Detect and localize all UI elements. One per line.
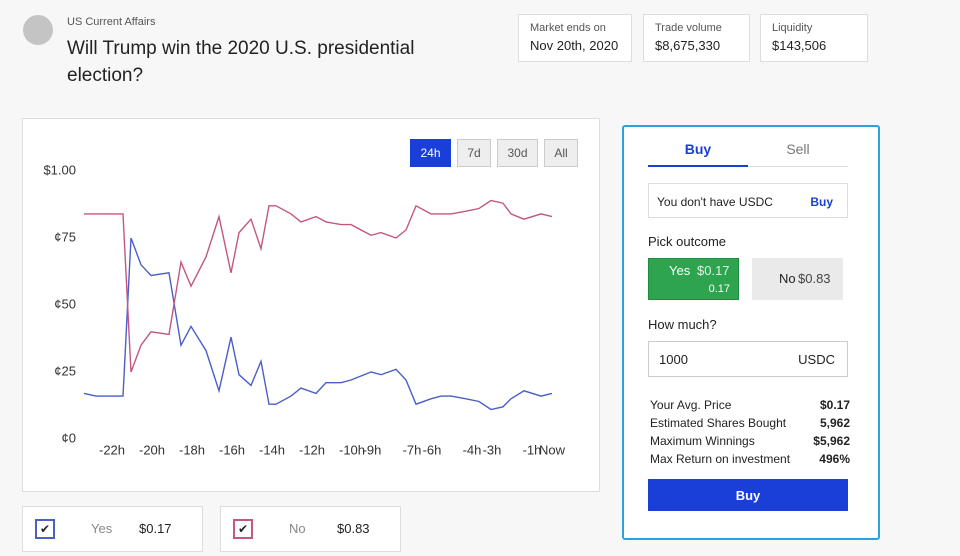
- stat-box: Liquidity $143,506: [760, 14, 868, 62]
- y-tick-label: ¢0: [62, 430, 76, 445]
- x-tick-label: -7h: [403, 442, 422, 457]
- notice: You don't have USDC: [657, 195, 773, 209]
- amount: 1000: [659, 352, 688, 367]
- amount-input[interactable]: 1000 USDC: [648, 341, 848, 377]
- legend-price: $0.17: [139, 521, 172, 536]
- notice-box: You don't have USDC Buy: [648, 183, 848, 218]
- y-tick-label: ¢75: [54, 229, 76, 244]
- no-name: No: [779, 271, 796, 286]
- summary-row: Estimated Shares Bought 5,962: [650, 416, 850, 430]
- summary-value: $0.17: [819, 398, 850, 412]
- x-tick-label: -20h: [139, 442, 165, 457]
- stat-box: Trade volume $8,675,330: [643, 14, 750, 62]
- x-tick-label: -9h: [363, 442, 382, 457]
- summary-row: Maximum Winnings $5,962: [650, 434, 850, 448]
- series-line: [83, 237, 553, 411]
- legend-name: Yes: [91, 521, 113, 536]
- range-button[interactable]: 24h: [410, 139, 451, 167]
- summary-label: Your Avg. Price: [650, 398, 732, 412]
- y-tick-label: $1.00: [43, 162, 76, 177]
- summary-row: Your Avg. Price $0.17: [650, 398, 850, 412]
- outcome-yes[interactable]: Yes $0.17 0.17: [648, 258, 739, 300]
- tab-underline: [648, 166, 848, 167]
- x-tick-label: -22h: [99, 442, 125, 457]
- x-tick-label: -16h: [219, 442, 245, 457]
- tab-buy[interactable]: Buy: [684, 141, 712, 157]
- yes-sub: 0.17: [708, 283, 730, 295]
- yes-name: Yes: [669, 263, 691, 278]
- notice-action[interactable]: Buy: [810, 195, 833, 209]
- summary-value: 5,962: [819, 416, 850, 430]
- x-tick-label: -18h: [179, 442, 205, 457]
- chart-panel: ¢0 ¢25 ¢50 ¢75 $1.00 -22h -20h -18h -16h -14h -12h…: [22, 118, 600, 492]
- summary-label: Max Return on investment: [650, 452, 791, 466]
- x-tick-label: -10h: [339, 442, 365, 457]
- legend-item[interactable]: ✔ No $0.83: [220, 506, 401, 552]
- x-tick-label: Now: [539, 442, 566, 457]
- range-button[interactable]: All: [544, 139, 578, 167]
- x-tick-label: -1h: [523, 442, 542, 457]
- stat-label: Trade volume: [655, 22, 722, 34]
- legend-check: ✔: [35, 519, 55, 539]
- x-tick-label: -3h: [483, 442, 502, 457]
- pick-label: Pick outcome: [648, 234, 727, 249]
- stat-value: Nov 20th, 2020: [530, 38, 619, 53]
- stat-box: Market ends on Nov 20th, 2020: [518, 14, 632, 62]
- range-button[interactable]: 30d: [497, 139, 538, 167]
- summary-value: 496%: [819, 452, 850, 466]
- tab-active: [648, 165, 748, 167]
- outcome-no[interactable]: No $0.83: [752, 258, 843, 300]
- y-tick-label: ¢50: [54, 296, 76, 311]
- series-line: [84, 199, 553, 373]
- yes-price: $0.17: [697, 263, 730, 278]
- summary-label: Maximum Winnings: [650, 434, 755, 448]
- summary-value: $5,962: [813, 434, 850, 448]
- summary-label: Estimated Shares Bought: [650, 416, 787, 430]
- amount-label: How much?: [648, 317, 717, 332]
- stat-label: Market ends on: [530, 22, 606, 34]
- legend-check: ✔: [233, 519, 253, 539]
- x-tick-label: -6h: [423, 442, 442, 457]
- trade-panel: Buy Sell You don't have USDC Buy Pick ou…: [622, 125, 880, 540]
- stat-label: Liquidity: [772, 22, 813, 34]
- legend-name: No: [289, 521, 306, 536]
- legend-price: $0.83: [337, 521, 370, 536]
- stat-value: $143,506: [772, 38, 827, 53]
- market-title: Will Trump win the 2020 U.S. presidentia…: [67, 38, 415, 86]
- category: US Current Affairs: [67, 16, 156, 28]
- avatar: [23, 15, 53, 45]
- legend-item[interactable]: ✔ Yes $0.17: [22, 506, 203, 552]
- currency: USDC: [798, 352, 835, 367]
- stat-value: $8,675,330: [655, 38, 721, 53]
- x-tick-label: -4h: [463, 442, 482, 457]
- buy-button[interactable]: Buy: [648, 479, 848, 511]
- no-price: $0.83: [798, 271, 831, 286]
- range-button[interactable]: 7d: [457, 139, 491, 167]
- tab-sell[interactable]: Sell: [786, 141, 810, 157]
- y-tick-label: ¢25: [54, 363, 76, 378]
- chart: ¢0 ¢25 ¢50 ¢75 $1.00 -22h -20h -18h -16h -14h -12h…: [43, 162, 566, 457]
- x-tick-label: -12h: [299, 442, 325, 457]
- summary-row: Max Return on investment 496%: [650, 452, 850, 466]
- x-tick-label: -14h: [259, 442, 285, 457]
